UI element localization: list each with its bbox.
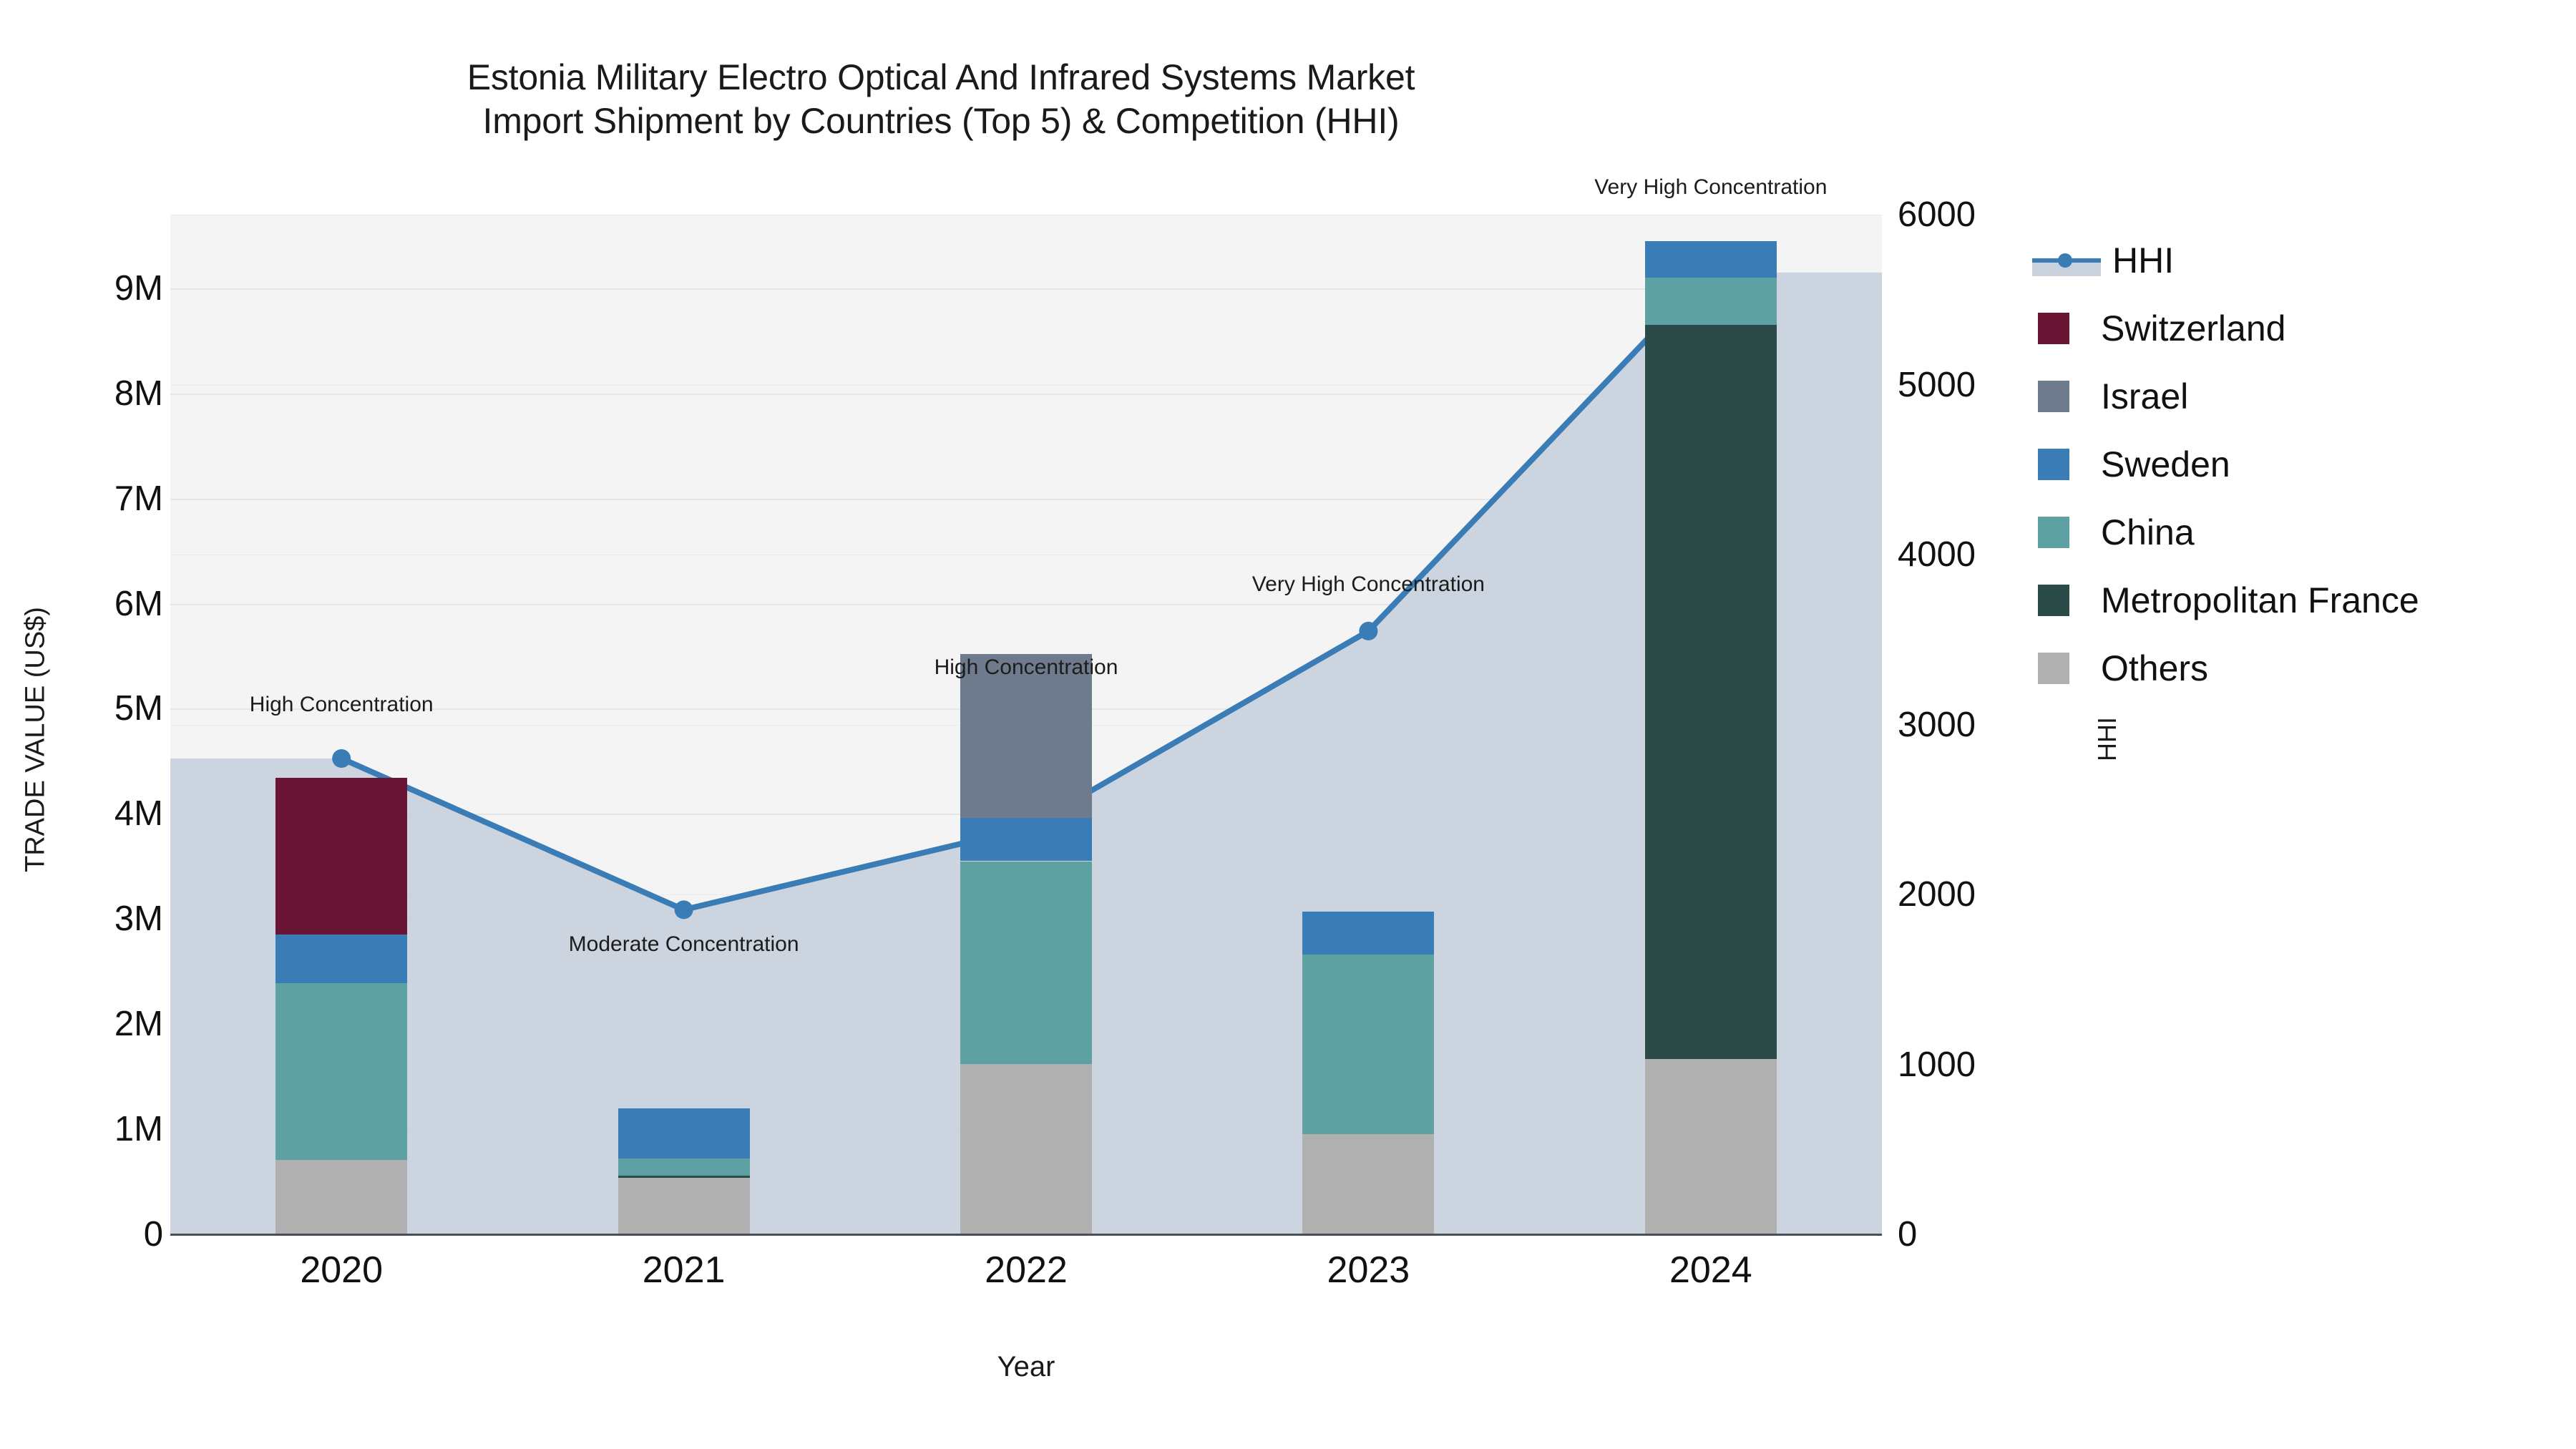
gridline-left	[170, 288, 1882, 290]
legend-swatch-israel	[2038, 380, 2069, 412]
bar-segment-metropolitan-france[interactable]	[618, 1175, 750, 1178]
legend-swatch-metropolitan-france	[2038, 584, 2069, 616]
bar-segment-china[interactable]	[1302, 955, 1435, 1135]
legend-item-israel[interactable]: Israel	[2032, 362, 2562, 430]
legend-swatch-switzerland	[2038, 312, 2069, 344]
y-tick-right-6000: 6000	[1898, 195, 1976, 234]
legend-line-icon	[2032, 245, 2101, 276]
bar-group-2020[interactable]	[275, 778, 408, 1234]
bar-segment-others[interactable]	[1302, 1134, 1435, 1234]
y-tick-left-4M: 4M	[114, 794, 163, 834]
x-tick-2021: 2021	[642, 1249, 726, 1291]
bar-segment-china[interactable]	[1644, 278, 1777, 326]
y-tick-left-0: 0	[143, 1215, 163, 1254]
x-tick-2022: 2022	[985, 1249, 1068, 1291]
bar-segment-metropolitan-france[interactable]	[1644, 325, 1777, 1059]
plot-area	[170, 215, 1882, 1234]
bar-segment-others[interactable]	[960, 1064, 1092, 1234]
y-tick-left-2M: 2M	[114, 1005, 163, 1044]
gridline-right	[170, 384, 1882, 386]
x-axis-title: Year	[997, 1351, 1055, 1382]
bar-segment-israel[interactable]	[960, 654, 1092, 819]
hhi-marker-2023[interactable]	[1359, 621, 1378, 640]
bar-series-container	[170, 215, 1882, 1234]
bar-group-2022[interactable]	[960, 654, 1092, 1234]
bar-segment-others[interactable]	[275, 1159, 408, 1234]
legend-item-sweden[interactable]: Sweden	[2032, 430, 2562, 498]
legend-label: Sweden	[2101, 444, 2230, 484]
bar-segment-sweden[interactable]	[1302, 912, 1435, 955]
legend-item-others[interactable]: Others	[2032, 634, 2562, 702]
chart-legend: HHI Switzerland Israel Sweden China Metropoli…	[2032, 226, 2562, 702]
bar-segment-sweden[interactable]	[275, 935, 408, 983]
gridline-left	[170, 393, 1882, 395]
y-tick-left-9M: 9M	[114, 268, 163, 308]
y-axis-left-title: TRADE VALUE (US$)	[20, 607, 51, 872]
x-tick-2023: 2023	[1327, 1249, 1410, 1291]
chart-title-line-1: Estonia Military Electro Optical And Inf…	[467, 57, 1415, 97]
legend-swatch-others	[2038, 652, 2069, 684]
bar-segment-china[interactable]	[960, 861, 1092, 1065]
bar-segment-sweden[interactable]	[1644, 240, 1777, 278]
x-axis-line	[170, 1234, 1882, 1236]
annotation-2021: Moderate Concentration	[568, 932, 799, 957]
hhi-marker-2021[interactable]	[674, 900, 693, 919]
y-tick-right-2000: 2000	[1898, 875, 1976, 914]
y-tick-left-3M: 3M	[114, 899, 163, 939]
legend-line-dot	[2058, 253, 2072, 268]
bar-group-2023[interactable]	[1302, 912, 1435, 1234]
chart-title: Estonia Military Electro Optical And Inf…	[0, 56, 1882, 143]
x-tick-2024: 2024	[1669, 1249, 1752, 1291]
y-tick-left-8M: 8M	[114, 374, 163, 413]
legend-swatch-china	[2038, 516, 2069, 548]
annotation-2024: Very High Concentration	[1594, 175, 1828, 199]
bar-segment-others[interactable]	[618, 1177, 750, 1234]
legend-item-switzerland[interactable]: Switzerland	[2032, 294, 2562, 362]
y-tick-right-5000: 5000	[1898, 365, 1976, 404]
bar-segment-switzerland[interactable]	[275, 778, 408, 935]
bar-segment-sweden[interactable]	[960, 818, 1092, 862]
legend-label: HHI	[2112, 240, 2175, 280]
gridline-left	[170, 498, 1882, 500]
legend-label: Others	[2101, 648, 2209, 688]
legend-label: Israel	[2101, 376, 2189, 416]
y-tick-left-7M: 7M	[114, 479, 163, 518]
x-tick-2020: 2020	[300, 1249, 384, 1291]
bar-group-2021[interactable]	[618, 1108, 750, 1234]
legend-item-hhi[interactable]: HHI	[2032, 226, 2562, 294]
legend-item-metropolitan-france[interactable]: Metropolitan France	[2032, 566, 2562, 634]
chart-title-line-2: Import Shipment by Countries (Top 5) & C…	[482, 101, 1400, 141]
bar-segment-others[interactable]	[1644, 1058, 1777, 1234]
hhi-marker-2020[interactable]	[332, 749, 351, 768]
annotation-2020: High Concentration	[249, 693, 434, 716]
y-tick-right-4000: 4000	[1898, 535, 1976, 574]
y-tick-right-0: 0	[1898, 1215, 1918, 1254]
legend-item-china[interactable]: China	[2032, 498, 2562, 566]
y-tick-right-3000: 3000	[1898, 705, 1976, 744]
y-tick-left-1M: 1M	[114, 1110, 163, 1149]
hhi-area-fill	[170, 272, 1882, 1234]
y-tick-left-5M: 5M	[114, 689, 163, 728]
y-tick-right-1000: 1000	[1898, 1045, 1976, 1084]
annotation-2022: High Concentration	[934, 655, 1118, 680]
legend-swatch-sweden	[2038, 448, 2069, 480]
bar-segment-china[interactable]	[618, 1158, 750, 1176]
bar-group-2024[interactable]	[1644, 240, 1777, 1234]
legend-label: China	[2101, 512, 2195, 552]
y-tick-left-6M: 6M	[114, 584, 163, 623]
legend-area-fill	[2032, 260, 2101, 276]
annotation-2023: Very High Concentration	[1252, 572, 1485, 596]
legend-label: Metropolitan France	[2101, 580, 2419, 620]
legend-label: Switzerland	[2101, 308, 2286, 348]
bar-segment-china[interactable]	[275, 982, 408, 1160]
gridline-left	[170, 603, 1882, 605]
bar-segment-sweden[interactable]	[618, 1108, 750, 1159]
